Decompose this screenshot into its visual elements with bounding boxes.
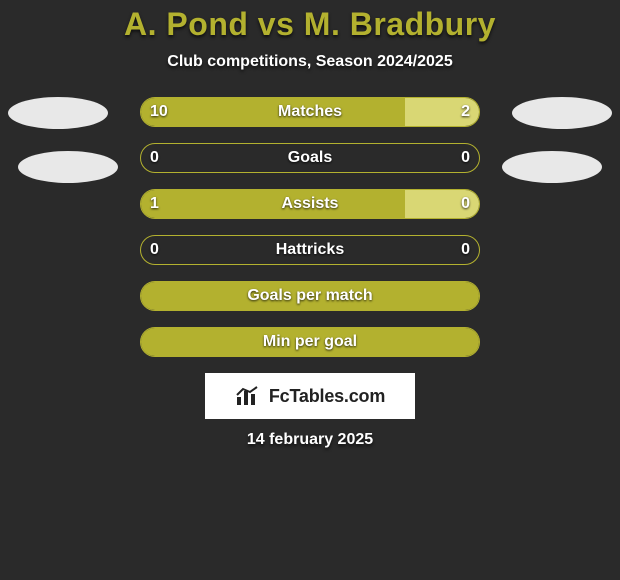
stat-value-left: 0 <box>150 235 159 265</box>
stat-row: Hattricks 0 0 <box>0 235 620 265</box>
bar-track: Goals per match <box>140 281 480 311</box>
date-label: 14 february 2025 <box>0 431 620 449</box>
brand-badge: FcTables.com <box>205 373 415 419</box>
subtitle: Club competitions, Season 2024/2025 <box>0 53 620 71</box>
bar-track: Assists <box>140 189 480 219</box>
stat-row: Assists 1 0 <box>0 189 620 219</box>
stat-row: Goals per match <box>0 281 620 311</box>
stat-value-right: 0 <box>461 189 470 219</box>
stat-value-right: 0 <box>461 235 470 265</box>
comparison-chart: Matches 10 2 Goals 0 0 Assists 1 0 <box>0 97 620 357</box>
bar-track: Min per goal <box>140 327 480 357</box>
stat-row: Matches 10 2 <box>0 97 620 127</box>
page-title: A. Pond vs M. Bradbury <box>0 6 620 43</box>
bar-track: Matches <box>140 97 480 127</box>
brand-chart-icon <box>235 385 263 407</box>
bar-left <box>141 282 479 310</box>
bar-left <box>141 98 405 126</box>
brand-text: FcTables.com <box>269 386 385 407</box>
bar-left <box>141 328 479 356</box>
stat-label: Hattricks <box>141 236 479 264</box>
bar-left <box>141 190 405 218</box>
bar-track: Goals <box>140 143 480 173</box>
bar-track: Hattricks <box>140 235 480 265</box>
stat-row: Min per goal <box>0 327 620 357</box>
stat-value-left: 1 <box>150 189 159 219</box>
stat-value-left: 10 <box>150 97 168 127</box>
stat-value-left: 0 <box>150 143 159 173</box>
stat-value-right: 0 <box>461 143 470 173</box>
stat-value-right: 2 <box>461 97 470 127</box>
stat-row: Goals 0 0 <box>0 143 620 173</box>
stat-label: Goals <box>141 144 479 172</box>
